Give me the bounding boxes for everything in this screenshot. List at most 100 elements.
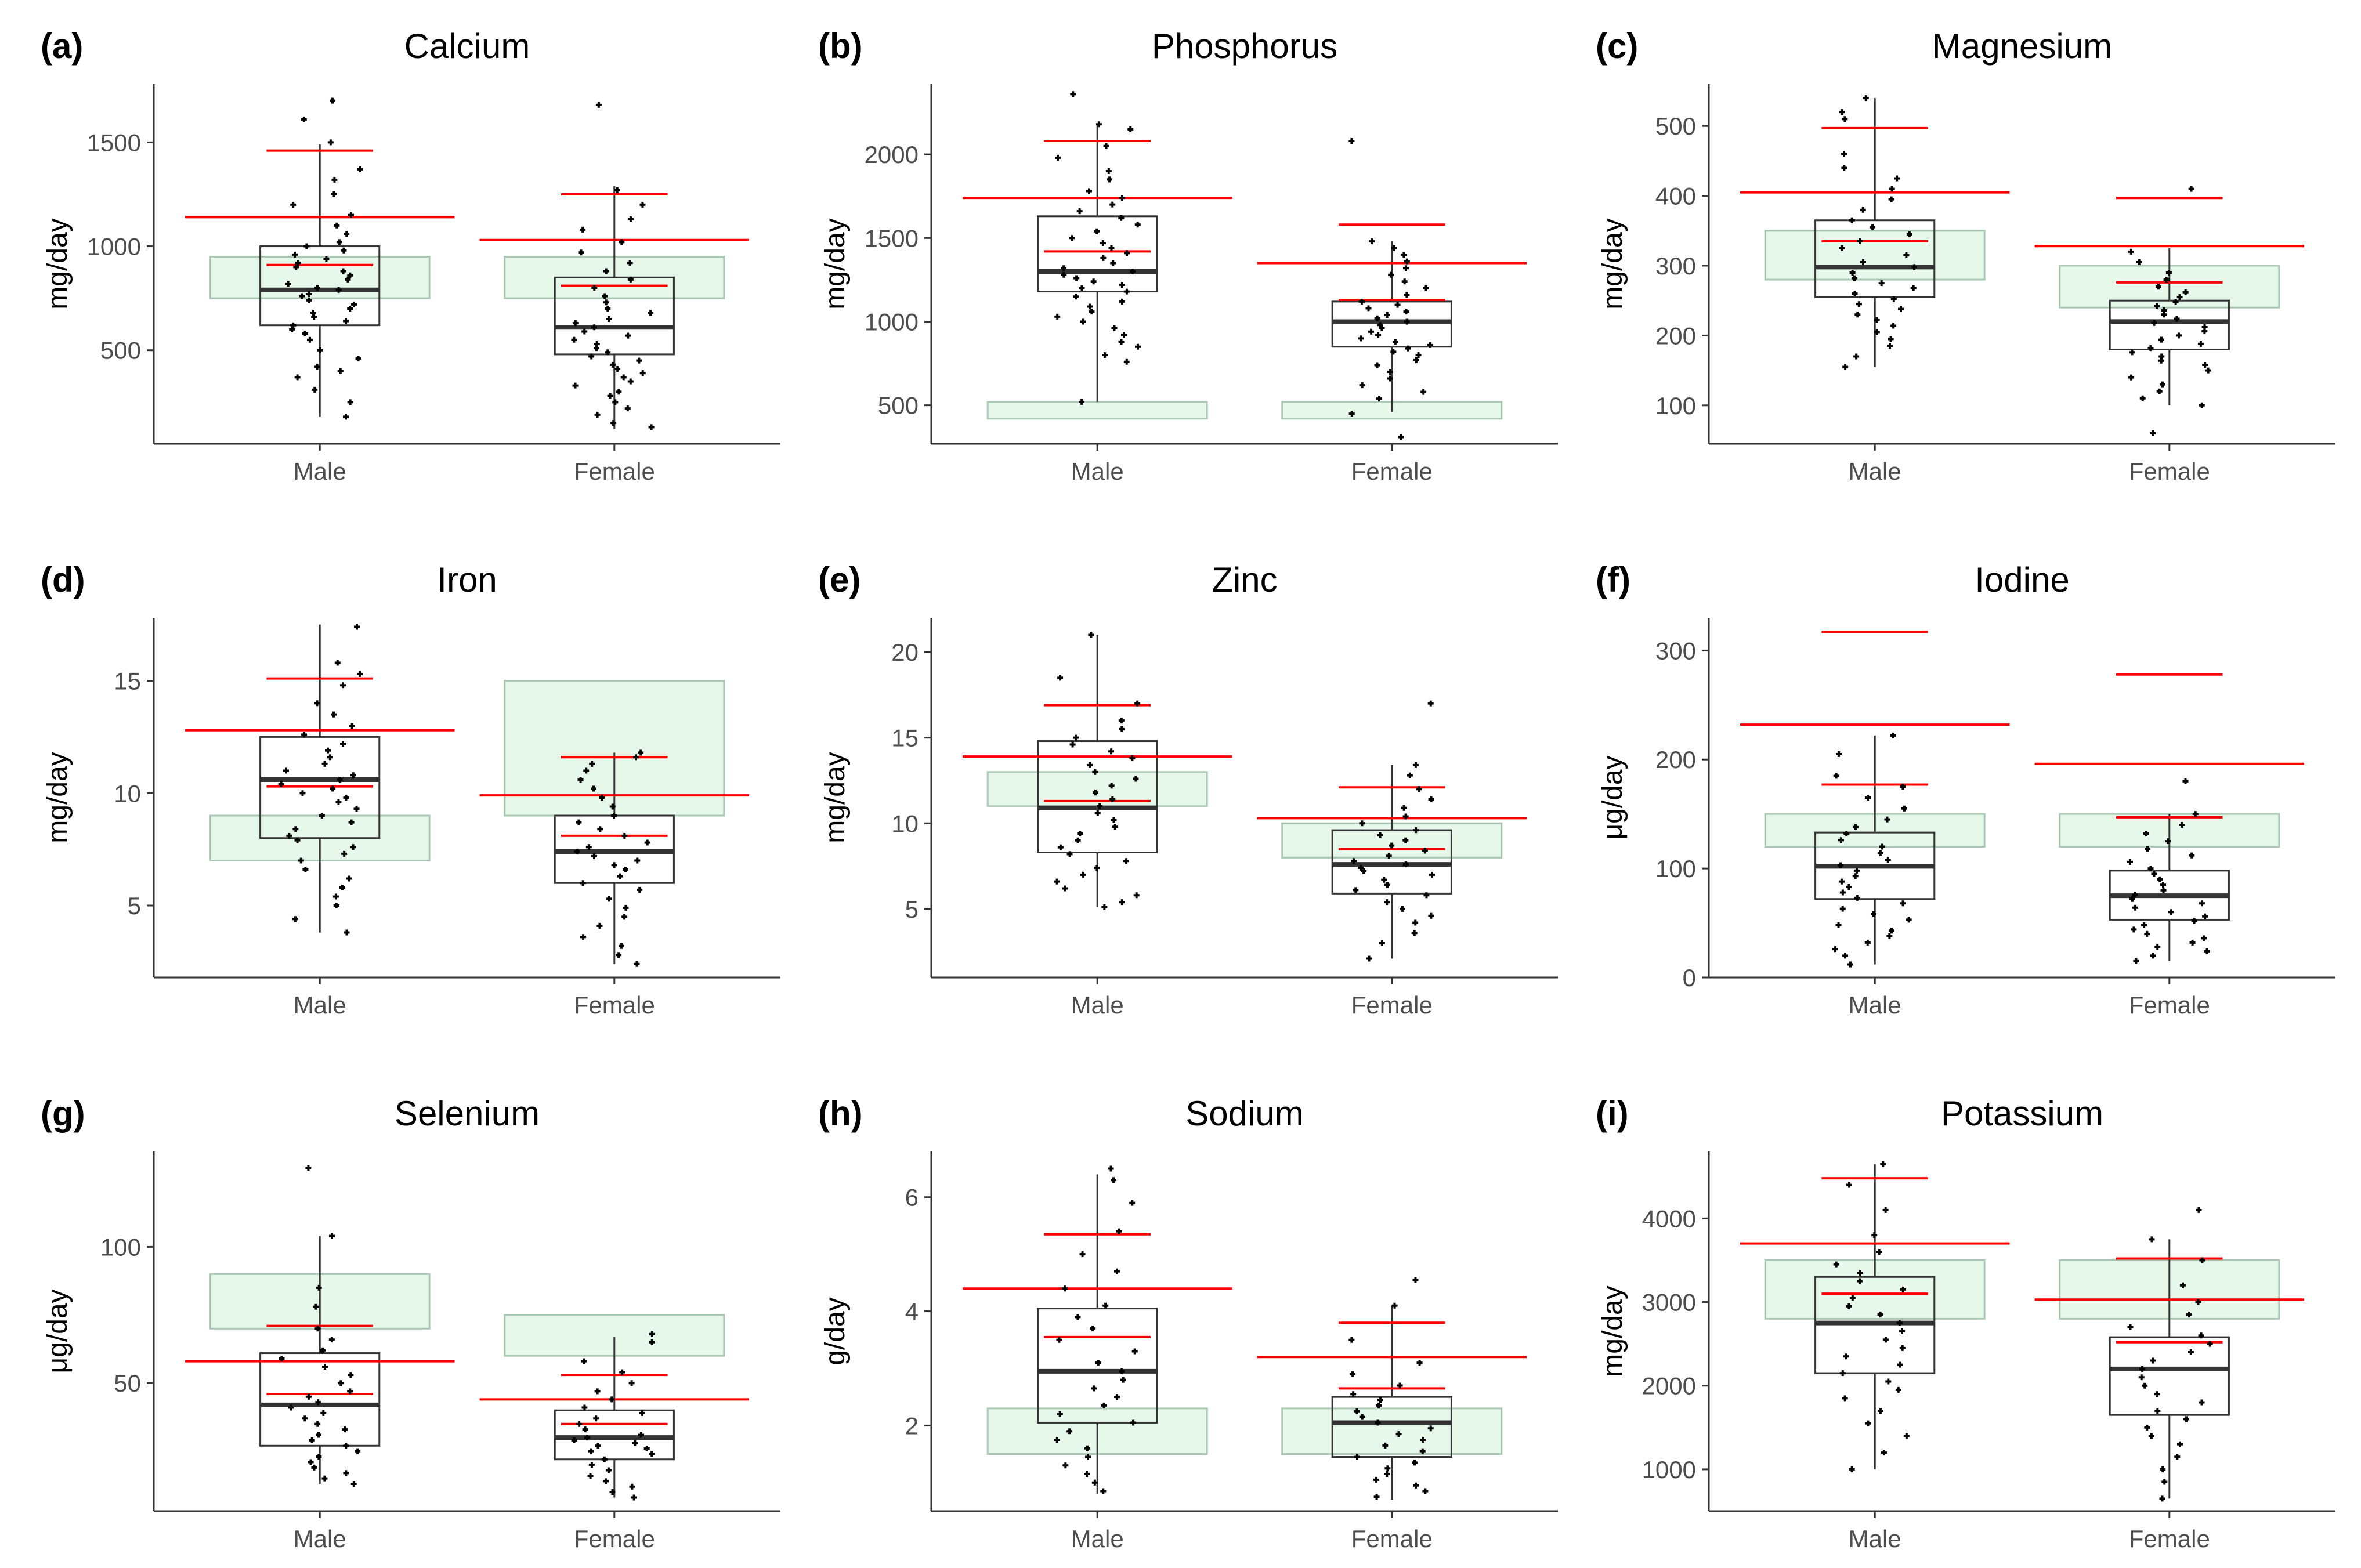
data-point [2189,852,2195,859]
data-point [1075,837,1081,843]
data-point [1057,675,1064,681]
data-point [1832,946,1838,953]
data-point [571,336,577,343]
box-iqr [259,736,381,839]
data-point [1375,1419,1381,1426]
data-point [313,1303,319,1310]
data-point [1076,208,1083,215]
data-point [1373,1476,1379,1483]
data-point [2133,958,2139,964]
y-tick-label: 500 [1655,113,1696,140]
data-point [1061,1285,1068,1292]
data-point [348,819,355,825]
data-point [611,862,617,868]
data-point [1400,906,1406,912]
data-point [614,187,620,193]
data-point [2176,294,2183,300]
data-point [602,1478,609,1484]
data-point [1086,188,1093,194]
data-point [1853,867,1860,874]
data-point [639,370,646,376]
data-point [1403,309,1409,315]
data-point [1860,259,1866,265]
data-point [1351,858,1357,864]
data-point [1416,786,1422,792]
panel-label: (a) [41,27,83,66]
panel-iron: (d) Iron mg/day 5 10 15 Male Female [41,560,780,1019]
data-point [1412,762,1419,768]
y-tick-label: 400 [1655,183,1696,210]
data-point [1366,955,1372,962]
data-point [588,1448,594,1454]
data-point [2204,948,2210,954]
data-point [605,1467,612,1473]
data-point [2189,939,2196,946]
y-axis-label: mg/day [820,218,851,309]
data-point [590,785,596,792]
data-point [2128,248,2134,255]
data-point [1072,294,1079,300]
data-point [1882,1337,1889,1343]
data-point [1415,352,1422,358]
panel-title: Selenium [395,1094,540,1133]
data-point [1084,1471,1090,1478]
data-point [342,1426,348,1433]
panel-label: (b) [818,27,863,66]
data-point [1348,411,1355,417]
x-tick-label: Female [1351,458,1433,485]
data-point [2174,316,2180,322]
data-point [2127,1324,2134,1330]
y-tick-label: 300 [1655,637,1696,664]
data-point [1054,313,1061,320]
data-point [1420,1436,1426,1443]
x-tick-label: Female [2129,458,2210,485]
y-tick-label: 5 [905,896,919,923]
data-point [1900,1286,1906,1292]
data-point [1392,339,1398,345]
data-point [1123,858,1129,864]
data-point [576,1421,583,1427]
data-point [1854,312,1861,318]
data-point [619,239,625,245]
box-iqr [1331,1396,1452,1458]
data-point [1387,375,1393,382]
panel-label: (e) [818,560,860,599]
panel-title: Calcium [404,27,530,66]
data-point [320,1410,327,1416]
data-point [1899,1345,1906,1351]
panel-label: (f) [1596,560,1630,599]
data-point [1884,816,1890,823]
data-point [1111,1177,1117,1183]
data-point [2138,1374,2145,1381]
data-point [343,1470,349,1476]
data-point [314,285,321,291]
data-point [306,291,312,297]
data-point [1843,831,1850,836]
data-point [623,867,628,872]
data-point [1097,803,1103,809]
data-point [634,857,641,864]
data-point [2139,1366,2145,1372]
data-point [627,276,634,283]
y-tick-label: 6 [905,1184,919,1211]
x-tick-label: Female [574,1525,655,1552]
data-point [340,682,346,689]
data-point [578,249,584,256]
data-point [308,1459,314,1465]
data-point [1054,878,1060,885]
data-point [2205,367,2211,374]
data-point [2132,892,2138,898]
data-point [1092,769,1098,775]
data-point [1863,95,1869,102]
y-axis-label: mg/day [1597,1285,1628,1377]
data-point [1856,301,1862,307]
data-point [1368,328,1375,335]
data-point [1061,265,1067,271]
data-point [1100,255,1107,261]
reference-band [986,401,1208,420]
data-point [605,306,611,312]
data-point [2175,332,2182,339]
data-point [631,1494,637,1501]
data-point [1906,917,1912,923]
panel-title: Magnesium [1932,27,2112,66]
